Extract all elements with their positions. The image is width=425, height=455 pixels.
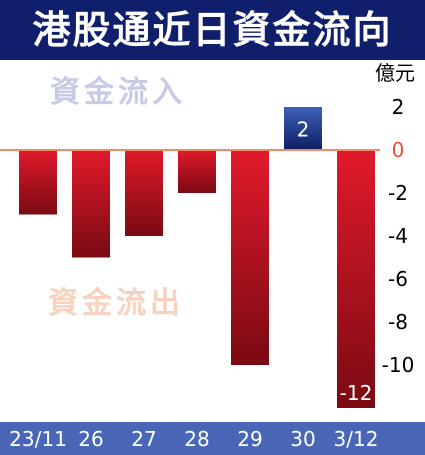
x-tick-label: 30 — [290, 427, 315, 451]
bar-28 — [178, 150, 216, 193]
x-tick-label: 26 — [78, 427, 103, 451]
x-tick-label: 27 — [131, 427, 156, 451]
y-tick-label: -6 — [388, 267, 408, 291]
x-tick-label: 28 — [184, 427, 209, 451]
value-label: 2 — [297, 118, 310, 142]
y-axis-unit: 億元 — [375, 61, 415, 85]
x-tick-label: 29 — [237, 427, 262, 451]
y-tick-label: -8 — [388, 310, 408, 334]
bar-30 — [284, 107, 322, 150]
y-tick-label: -4 — [388, 224, 408, 248]
bar-29 — [231, 150, 269, 365]
bar-26 — [72, 150, 110, 258]
title-bar — [0, 0, 425, 60]
x-tick-label: 3/12 — [334, 427, 379, 451]
y-tick-label: 0 — [392, 138, 405, 162]
bar-3/12 — [337, 150, 375, 408]
chart-title: 港股通近日資金流向 — [32, 8, 393, 52]
x-tick-label: 23/11 — [9, 427, 67, 451]
value-label: -12 — [340, 381, 373, 405]
bar-23/11 — [19, 150, 57, 215]
y-tick-label: 2 — [392, 95, 405, 119]
bar-27 — [125, 150, 163, 236]
x-axis-band — [0, 422, 425, 455]
y-tick-label: -2 — [388, 181, 408, 205]
inflow-watermark: 資金流入 — [50, 75, 186, 110]
y-tick-label: -10 — [382, 353, 415, 377]
outflow-watermark: 資金流出 — [48, 286, 184, 321]
